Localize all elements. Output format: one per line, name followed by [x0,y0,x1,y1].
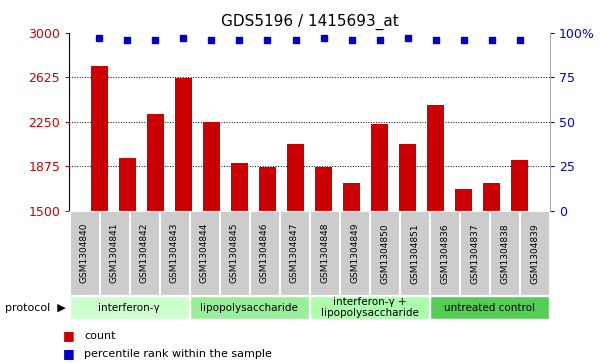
Text: GSM1304849: GSM1304849 [350,223,359,284]
Text: GSM1304841: GSM1304841 [110,223,118,284]
Bar [119,158,136,211]
Title: GDS5196 / 1415693_at: GDS5196 / 1415693_at [221,14,398,30]
Text: count: count [84,331,115,341]
Text: GSM1304846: GSM1304846 [260,223,269,284]
Text: GSM1304836: GSM1304836 [441,223,449,284]
Text: GSM1304837: GSM1304837 [471,223,479,284]
Bar [203,122,220,211]
Bar [427,105,444,211]
Text: percentile rank within the sample: percentile rank within the sample [84,349,272,359]
Text: ■: ■ [63,329,75,342]
Bar [483,183,500,211]
Text: GSM1304838: GSM1304838 [501,223,509,284]
Bar [511,160,528,211]
Bar [91,66,108,211]
Text: ■: ■ [63,347,75,360]
Text: GSM1304844: GSM1304844 [200,223,209,284]
Text: lipopolysaccharide: lipopolysaccharide [201,303,298,313]
Text: protocol  ▶: protocol ▶ [5,303,66,313]
Text: interferon-γ: interferon-γ [99,303,160,313]
Text: untreated control: untreated control [444,303,535,313]
Bar [399,144,416,211]
Bar [315,167,332,211]
Text: interferon-γ +
lipopolysaccharide: interferon-γ + lipopolysaccharide [321,297,418,318]
Text: GSM1304842: GSM1304842 [140,223,148,284]
Text: GSM1304839: GSM1304839 [531,223,539,284]
Text: GSM1304843: GSM1304843 [170,223,178,284]
Bar [455,189,472,211]
Bar [175,78,192,211]
Text: GSM1304851: GSM1304851 [410,223,419,284]
Text: GSM1304840: GSM1304840 [80,223,88,284]
Text: GSM1304850: GSM1304850 [380,223,389,284]
Bar [343,183,360,211]
Bar [371,124,388,211]
Bar [147,114,164,211]
Text: GSM1304847: GSM1304847 [290,223,299,284]
Bar [287,144,304,211]
Text: GSM1304848: GSM1304848 [320,223,329,284]
Bar [231,163,248,211]
Bar [259,167,276,211]
Text: GSM1304845: GSM1304845 [230,223,239,284]
